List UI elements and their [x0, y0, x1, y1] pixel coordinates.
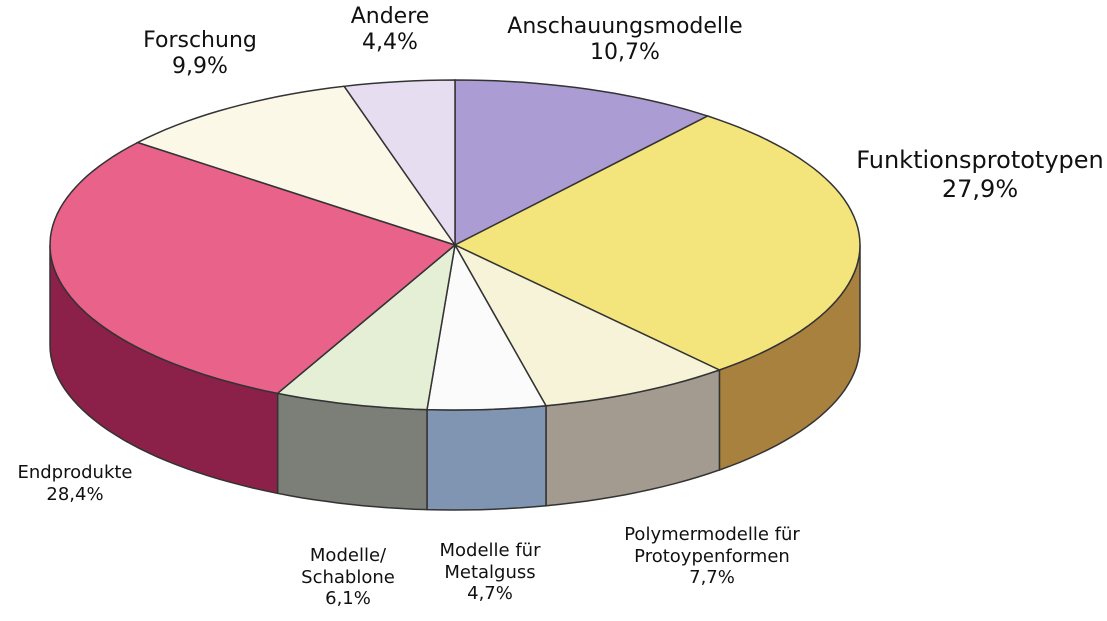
slice [49, 141, 457, 395]
category-name: Modelle für Metalguss [439, 540, 541, 583]
slice-label: Funktionsprototypen 27,9% [820, 146, 1107, 204]
slice [426, 242, 548, 411]
slice [275, 243, 457, 411]
slice [342, 79, 456, 248]
slice-label: Anschauungsmodelle 10,7% [465, 14, 785, 67]
slice-label: Endprodukte 28,4% [5, 462, 145, 505]
value-label: 6,1% [325, 588, 371, 610]
slice [135, 85, 457, 247]
slice-side [426, 404, 547, 511]
category-name: Modelle/ Schablone [301, 545, 395, 588]
category-name: Forschung [143, 28, 257, 53]
category-name: Andere [350, 4, 430, 29]
slice-side [276, 392, 428, 511]
value-label: 28,4% [46, 483, 104, 505]
slice-label: Modelle/ Schablone 6,1% [293, 545, 403, 610]
value-label: 10,7% [590, 40, 660, 66]
category-name: Anschauungsmodelle [507, 14, 743, 39]
value-label: 9,9% [172, 54, 228, 80]
slice-label: Forschung 9,9% [100, 28, 300, 81]
value-label: 7,7% [689, 567, 735, 589]
category-name: Polymermodelle für Protoypenformen [624, 524, 800, 567]
slice-label: Andere 4,4% [315, 4, 465, 57]
slice [454, 79, 710, 247]
slice-label: Modelle für Metalguss 4,7% [425, 540, 555, 605]
category-name: Funktionsprototypen [856, 146, 1104, 174]
value-label: 27,9% [941, 174, 1019, 203]
category-name: Endprodukte [17, 462, 133, 483]
slice [453, 243, 722, 407]
slice-label: Polymermodelle für Protoypenformen 7,7% [592, 524, 832, 589]
slice [453, 115, 861, 371]
value-label: 4,7% [467, 583, 513, 605]
value-label: 4,4% [362, 30, 418, 56]
